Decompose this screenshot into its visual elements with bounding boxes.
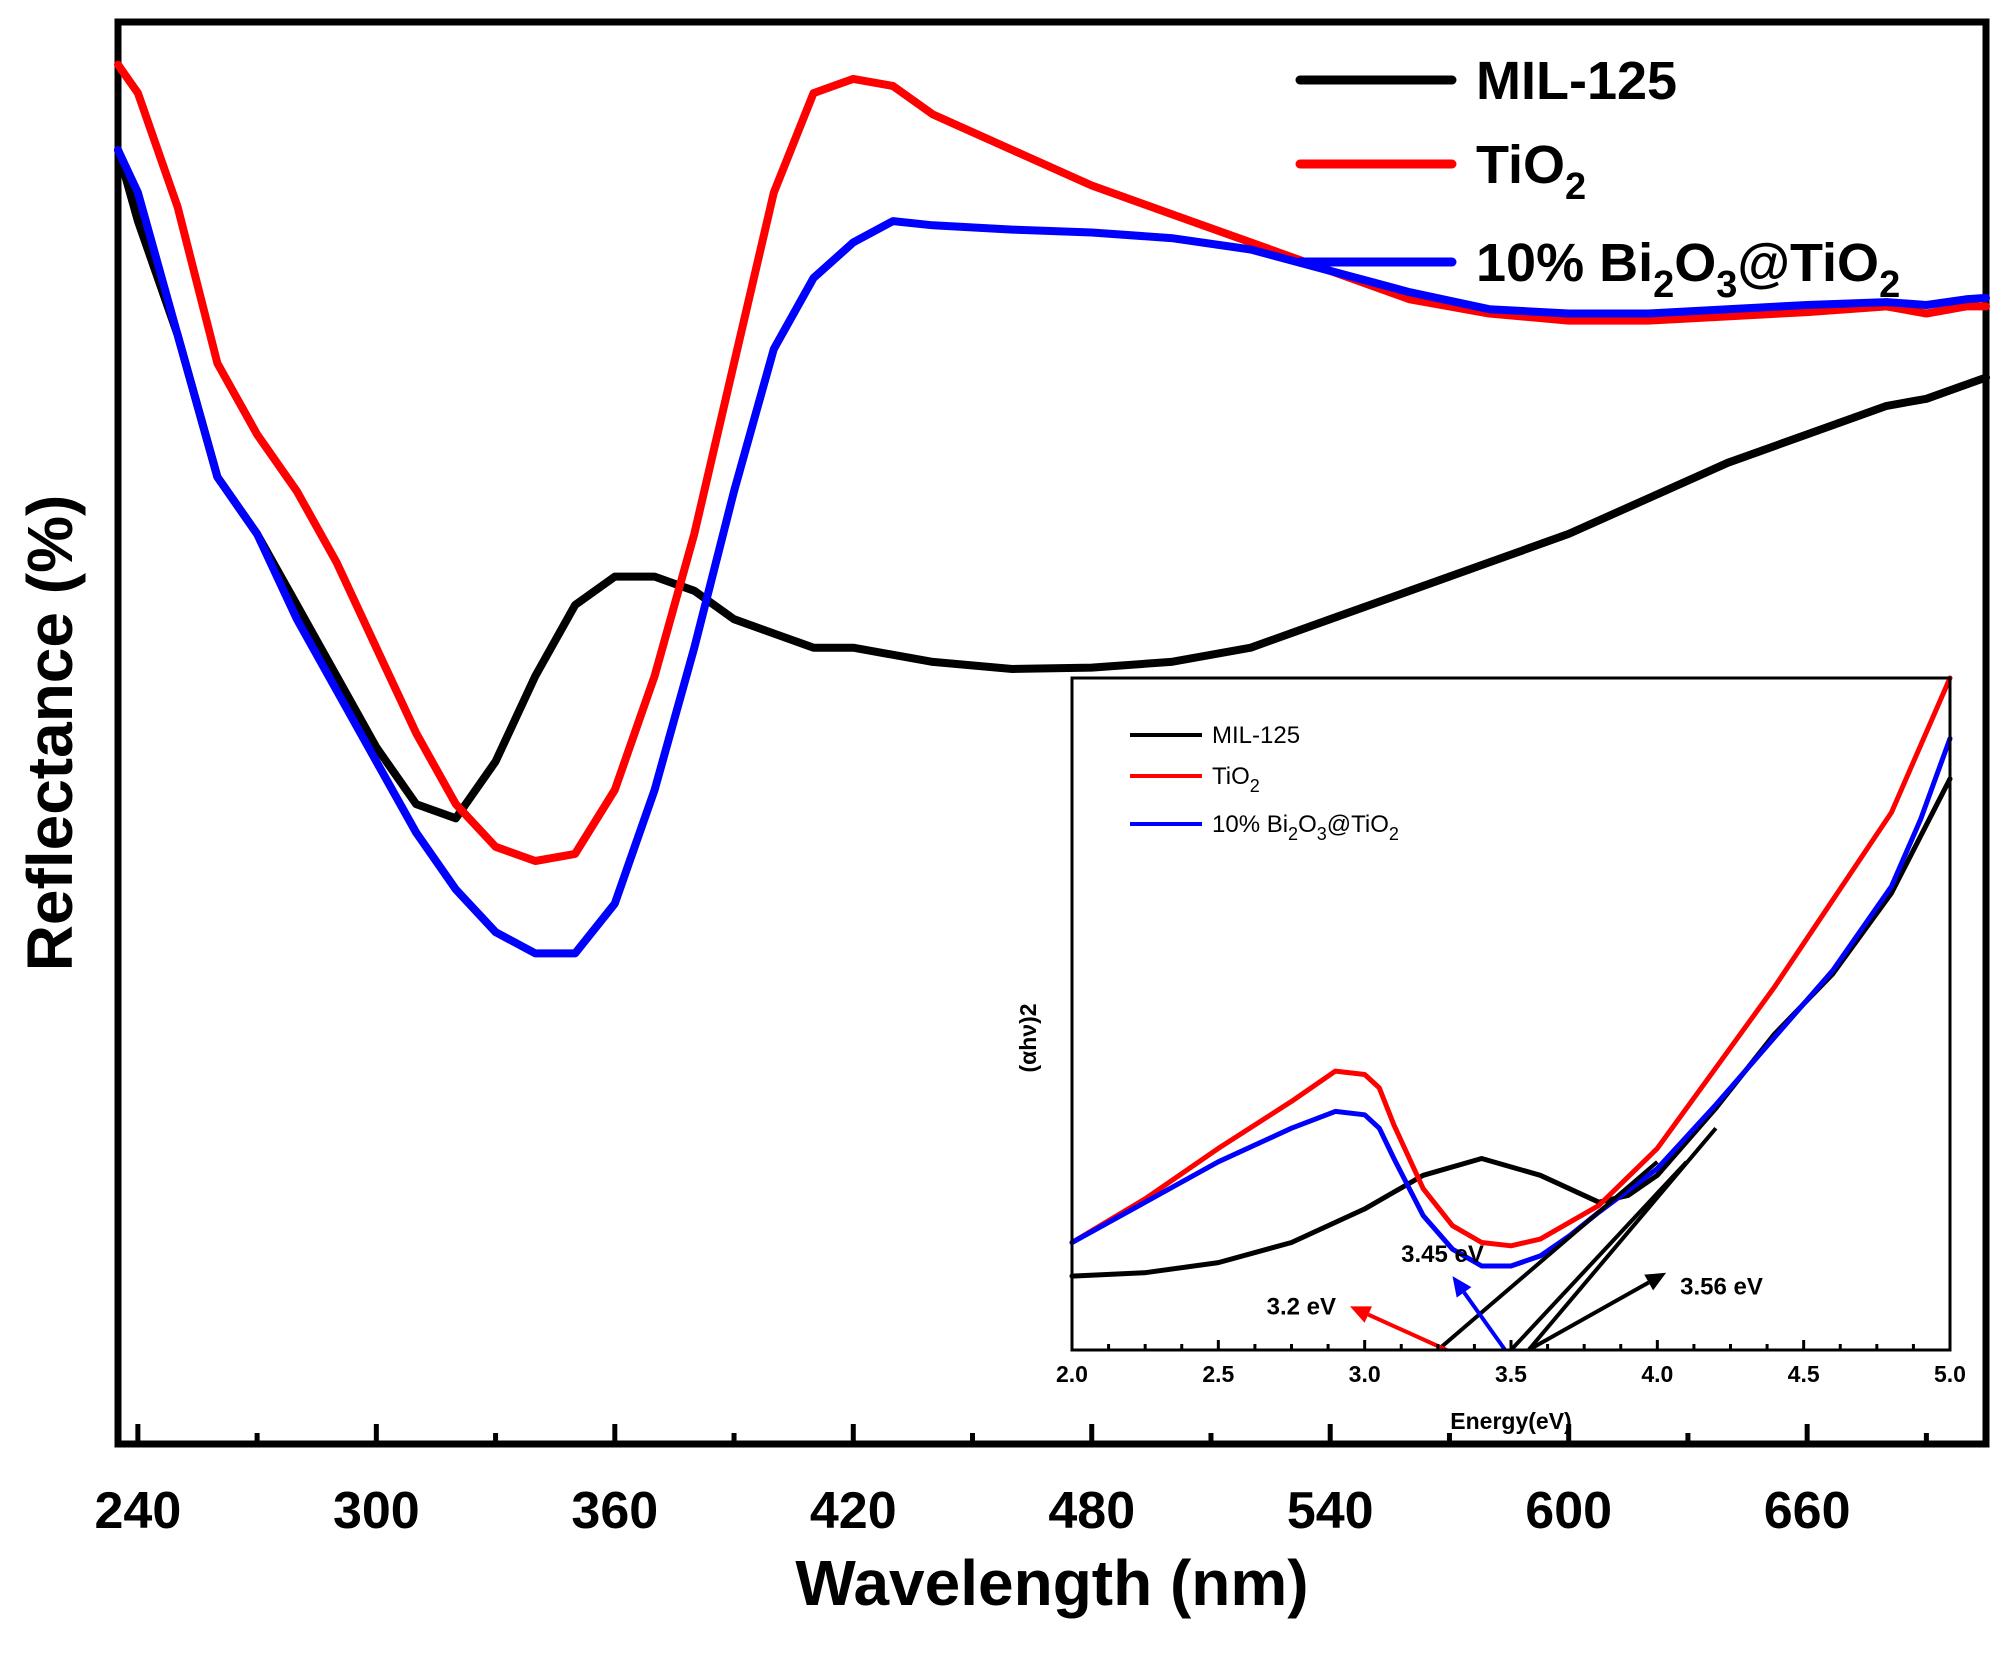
x-tick-label: 600 [1525, 1482, 1612, 1540]
inset-plot: 3.2 eV 3.45 eV 3.56 eV 2.0 2.5 3.0 3.5 4.0 4.5 5… [1015, 675, 1966, 1434]
inset-x-tick-label: 3.5 [1495, 1361, 1527, 1387]
x-tick-label: 540 [1287, 1482, 1374, 1540]
legend-label-tio2: TiO2 [1476, 135, 1586, 208]
inset-annotations: 3.2 eV 3.45 eV 3.56 eV [1267, 1241, 1763, 1352]
main-y-axis-label: Reflectance (%) [14, 495, 86, 972]
tangent-line-3 [1527, 1126, 1718, 1352]
inset-legend-label-tio2: TiO2 [1212, 763, 1260, 796]
inset-y-axis-label: (αhν)2 [1015, 1003, 1041, 1072]
inset-series-line-tio2 [1069, 675, 1953, 1249]
x-tick-label: 660 [1764, 1482, 1851, 1540]
inset-legend-label-mil125: MIL-125 [1212, 722, 1300, 749]
inset-plot-background [1072, 678, 1950, 1350]
annotation-arrow-3-45-ev [1462, 1291, 1507, 1352]
main-series-group [114, 60, 1990, 958]
inset-tangent-lines [1436, 1126, 1718, 1352]
main-plot-frame [114, 18, 1990, 1448]
annotation-arrow-3-2-ev [1367, 1312, 1448, 1352]
inset-x-tick-label: 3.0 [1349, 1361, 1381, 1387]
inset-x-tick-label: 2.5 [1202, 1361, 1234, 1387]
annotation-arrow-3-56-ev [1527, 1280, 1650, 1352]
inset-x-tick-label: 5.0 [1934, 1361, 1966, 1387]
tangent-line-1 [1436, 1160, 1659, 1352]
legend-label-mil125: MIL-125 [1476, 51, 1677, 111]
series-line-10-bi2o3-tio2 [114, 146, 1990, 958]
annotation-label-3-56-ev: 3.56 eV [1680, 1274, 1763, 1301]
x-tick-label: 300 [333, 1482, 420, 1540]
inset-series-line-10-bi2o3-tio2 [1069, 736, 1953, 1269]
inset-x-axis-label: Energy(eV) [1450, 1408, 1571, 1434]
annotation-label-3-45-ev: 3.45 eV [1401, 1241, 1484, 1268]
inset-x-tick-label: 4.5 [1788, 1361, 1820, 1387]
x-tick-label: 240 [94, 1482, 181, 1540]
main-x-axis-label: Wavelength (nm) [795, 1547, 1308, 1619]
x-tick-label: 420 [810, 1482, 897, 1540]
annotation-arrow-3-45-ev-head [1452, 1276, 1472, 1298]
series-line-tio2 [114, 60, 1990, 865]
x-tick-label: 360 [571, 1482, 658, 1540]
main-plot: 240 300 360 420 480 540 600 660 Wavelength (nm)… [14, 18, 1990, 1619]
main-legend: MIL-125 TiO2 10% Bi2O3@TiO2 [1295, 51, 1900, 306]
inset-x-ticks: 2.0 2.5 3.0 3.5 4.0 4.5 5.0 [1056, 1340, 1966, 1387]
main-x-ticks: 240 300 360 420 480 540 600 660 [94, 1424, 1929, 1540]
series-line-mil-125 [114, 146, 1990, 823]
annotation-label-3-2-ev: 3.2 eV [1267, 1293, 1336, 1320]
x-tick-label: 480 [1048, 1482, 1135, 1540]
annotation-arrow-3-56-ev-head [1644, 1272, 1667, 1291]
legend-label-bi2o3-tio2: 10% Bi2O3@TiO2 [1476, 233, 1900, 306]
inset-x-tick-label: 4.0 [1641, 1361, 1673, 1387]
inset-x-tick-label: 2.0 [1056, 1361, 1088, 1387]
tangent-line-2 [1509, 1160, 1689, 1352]
inset-legend: MIL-125 TiO2 10% Bi2O3@TiO2 [1130, 722, 1399, 844]
inset-series-group [1069, 675, 1953, 1279]
annotation-arrow-3-2-ev-head [1350, 1306, 1372, 1323]
inset-legend-label-bi2o3-tio2: 10% Bi2O3@TiO2 [1212, 811, 1399, 844]
